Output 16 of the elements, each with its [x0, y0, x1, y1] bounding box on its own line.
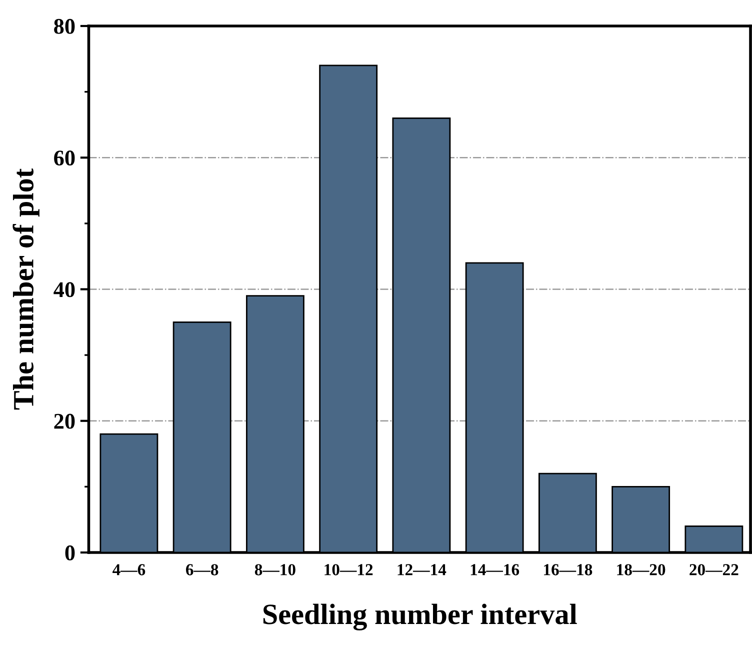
y-axis-title: The number of plot — [12, 168, 40, 410]
y-tick-label: 80 — [54, 18, 75, 34]
x-axis-title: Seedling number interval — [263, 604, 577, 630]
x-tick-label: 16—18 — [544, 564, 592, 576]
y-tick-label: 0 — [65, 545, 75, 560]
x-tick-label: 20—22 — [690, 564, 738, 576]
x-tick-label: 14—16 — [470, 564, 520, 576]
x-tick-label: 8—10 — [254, 564, 296, 576]
x-tick-label: 10—12 — [324, 564, 373, 576]
y-tick-label: 20 — [54, 414, 75, 429]
x-tick-label: 18—20 — [617, 564, 666, 576]
y-tick-label: 60 — [54, 150, 75, 166]
y-tick-label: 40 — [54, 282, 75, 298]
x-tick-label: 12—14 — [398, 564, 446, 576]
x-tick-label: 6—8 — [186, 564, 218, 576]
x-tick-label: 4—6 — [112, 564, 146, 576]
